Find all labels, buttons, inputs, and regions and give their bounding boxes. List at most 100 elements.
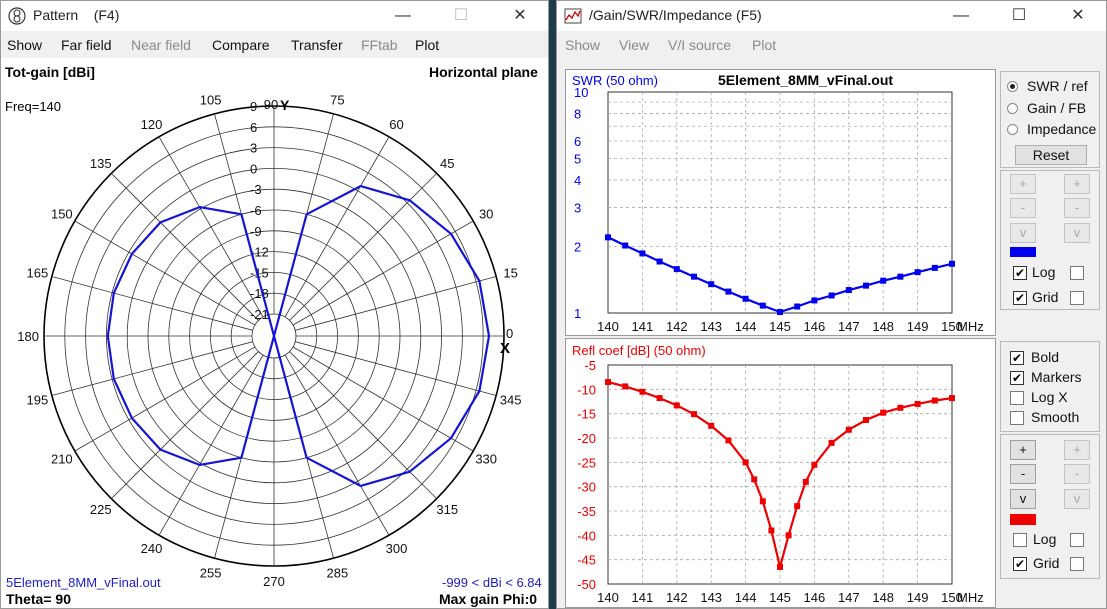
- menu-show[interactable]: Show: [7, 37, 43, 53]
- gain-header: Tot-gain [dBi]: [5, 64, 95, 80]
- x-tick-label: 146: [804, 590, 826, 605]
- menu-far-field[interactable]: Far field: [61, 37, 112, 53]
- pattern-curve: [106, 185, 491, 487]
- radio-swr-ref[interactable]: SWR / ref: [1007, 77, 1106, 97]
- refl-left-minus-button[interactable]: -: [1010, 464, 1036, 484]
- radio-swr-ref-label: SWR / ref: [1027, 78, 1088, 94]
- angle-label: 330: [475, 452, 497, 467]
- angle-label: 150: [51, 207, 73, 222]
- refl-right-plus-button[interactable]: +: [1064, 440, 1090, 460]
- series-label: SWR (50 ohm): [572, 73, 658, 88]
- swr-left-plus-button[interactable]: +: [1010, 174, 1036, 194]
- swr-log2-checkbox[interactable]: [1070, 266, 1084, 280]
- refl-left-plus-button[interactable]: +: [1010, 440, 1036, 460]
- angle-label: 60: [389, 117, 403, 132]
- swr-titlebar[interactable]: /Gain/SWR/Impedance (F5) — ☐ ✕: [557, 1, 1106, 31]
- y-tick-label: -45: [577, 553, 596, 568]
- smooth-checkbox[interactable]: [1010, 411, 1024, 425]
- angle-label: 300: [386, 541, 408, 556]
- markers-checkbox[interactable]: ✔: [1010, 371, 1024, 385]
- menu-transfer[interactable]: Transfer: [291, 37, 343, 53]
- x-tick-label: 140: [597, 590, 619, 605]
- x-tick-label: 146: [804, 319, 826, 334]
- data-point-marker: [673, 266, 680, 273]
- ring-label: 9: [250, 99, 257, 114]
- refl-grid2-checkbox[interactable]: [1070, 557, 1084, 571]
- minimize-button[interactable]: —: [395, 7, 411, 24]
- footer-file: 5Element_8MM_vFinal.out: [6, 575, 161, 590]
- swr-grid2-checkbox[interactable]: [1070, 291, 1084, 305]
- polar-spoke: [289, 351, 437, 499]
- menu-view[interactable]: View: [619, 37, 650, 53]
- menu-vi-source[interactable]: V/I source: [668, 37, 732, 53]
- ring-label: -18: [250, 286, 269, 301]
- radio-impedance-dot[interactable]: [1007, 124, 1018, 135]
- bold-checkbox[interactable]: ✔: [1010, 351, 1024, 365]
- menu-fftab[interactable]: FFtab: [361, 37, 398, 53]
- data-point-marker: [845, 287, 852, 294]
- swr-left-minus-button[interactable]: -: [1010, 198, 1036, 218]
- refl-right-v-button[interactable]: v: [1064, 489, 1090, 509]
- footer-range: -999 < dBi < 6.84: [442, 575, 542, 590]
- refl-log-checkbox[interactable]: [1013, 533, 1027, 547]
- swr-left-v-button[interactable]: v: [1010, 223, 1036, 243]
- data-point-marker: [845, 426, 852, 433]
- data-point-marker: [759, 498, 766, 505]
- close-button[interactable]: ✕: [1071, 7, 1085, 24]
- polar-spoke: [292, 220, 474, 326]
- x-tick-label: 144: [735, 590, 757, 605]
- refl-log2-checkbox[interactable]: [1070, 533, 1084, 547]
- data-point-marker: [725, 437, 732, 444]
- data-point-marker: [605, 234, 611, 241]
- data-point-marker: [691, 411, 697, 418]
- y-tick-label: -20: [577, 431, 596, 446]
- angle-label: 0: [506, 326, 513, 341]
- polar-spoke: [51, 276, 253, 331]
- refl-color-swatch[interactable]: [1010, 514, 1036, 525]
- menu-plot[interactable]: Plot: [752, 37, 777, 53]
- swr-grid-checkbox[interactable]: ✔: [1013, 291, 1027, 305]
- swr-log-checkbox[interactable]: ✔: [1013, 266, 1027, 280]
- maximize-button[interactable]: ☐: [1011, 7, 1027, 24]
- y-tick-label: 8: [574, 106, 581, 121]
- y-tick-label: -15: [577, 407, 596, 422]
- radio-gain-fb-dot[interactable]: [1007, 103, 1018, 114]
- data-point-marker: [811, 297, 818, 304]
- minimize-button[interactable]: —: [953, 7, 969, 24]
- menu-near-field[interactable]: Near field: [131, 37, 191, 53]
- radio-swr-ref-dot[interactable]: [1007, 81, 1018, 92]
- menu-show[interactable]: Show: [565, 37, 601, 53]
- refl-left-v-button[interactable]: v: [1010, 489, 1036, 509]
- data-point-marker: [880, 409, 887, 416]
- menu-compare[interactable]: Compare: [212, 37, 270, 53]
- data-point-marker: [742, 295, 749, 302]
- data-point-marker: [751, 476, 758, 483]
- ring-label: -15: [250, 265, 269, 280]
- refl-right-minus-button[interactable]: -: [1064, 464, 1090, 484]
- data-point-marker: [708, 281, 715, 288]
- swr-right-minus-button[interactable]: -: [1064, 198, 1090, 218]
- angle-label: 240: [141, 541, 163, 556]
- pattern-titlebar[interactable]: Pattern (F4) — ☐ ✕: [1, 1, 548, 31]
- refl-grid-checkbox[interactable]: ✔: [1013, 557, 1027, 571]
- maximize-button[interactable]: ☐: [453, 7, 469, 24]
- menu-plot[interactable]: Plot: [415, 37, 440, 53]
- close-button[interactable]: ✕: [513, 7, 527, 24]
- ring-label: 0: [250, 161, 257, 176]
- refl-chart-panel: 140 141 142 143 144 145 146 147 148 149 150 MHz -5 -1…: [565, 338, 996, 608]
- swr-right-v-button[interactable]: v: [1064, 223, 1090, 243]
- radio-gain-fb[interactable]: Gain / FB: [1007, 99, 1106, 119]
- swr-color-swatch[interactable]: [1010, 247, 1036, 257]
- swr-right-plus-button[interactable]: +: [1064, 174, 1090, 194]
- logx-checkbox[interactable]: [1010, 391, 1024, 405]
- x-tick-label: 141: [632, 590, 654, 605]
- refl-scale-panel: + + - - v v Log ✔ Grid: [1000, 434, 1100, 579]
- reset-button[interactable]: Reset: [1015, 145, 1087, 165]
- angle-label: 120: [141, 117, 163, 132]
- polar-spoke: [289, 173, 437, 321]
- radio-impedance[interactable]: Impedance: [1007, 120, 1106, 140]
- radio-gain-fb-label: Gain / FB: [1027, 100, 1087, 116]
- data-point-marker: [673, 402, 680, 409]
- polar-chart: 0153045607590105120135150165180195210225…: [17, 92, 521, 589]
